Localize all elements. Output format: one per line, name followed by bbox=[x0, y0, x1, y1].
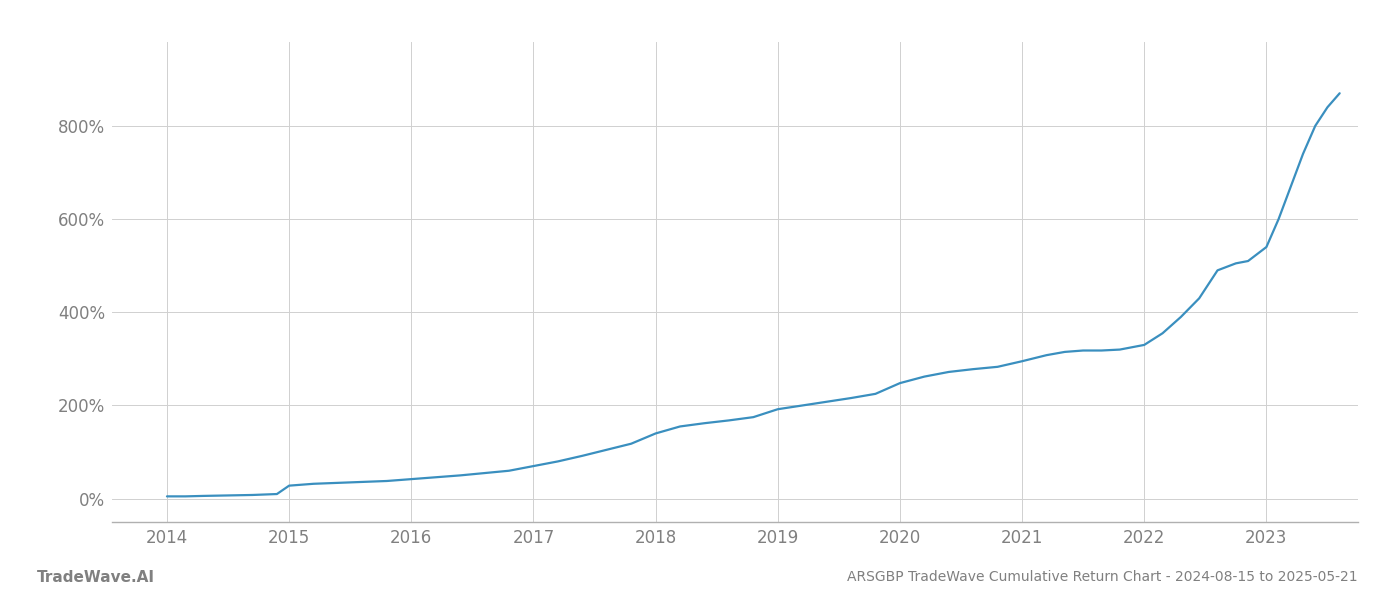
Text: TradeWave.AI: TradeWave.AI bbox=[38, 570, 155, 585]
Text: ARSGBP TradeWave Cumulative Return Chart - 2024-08-15 to 2025-05-21: ARSGBP TradeWave Cumulative Return Chart… bbox=[847, 570, 1358, 584]
